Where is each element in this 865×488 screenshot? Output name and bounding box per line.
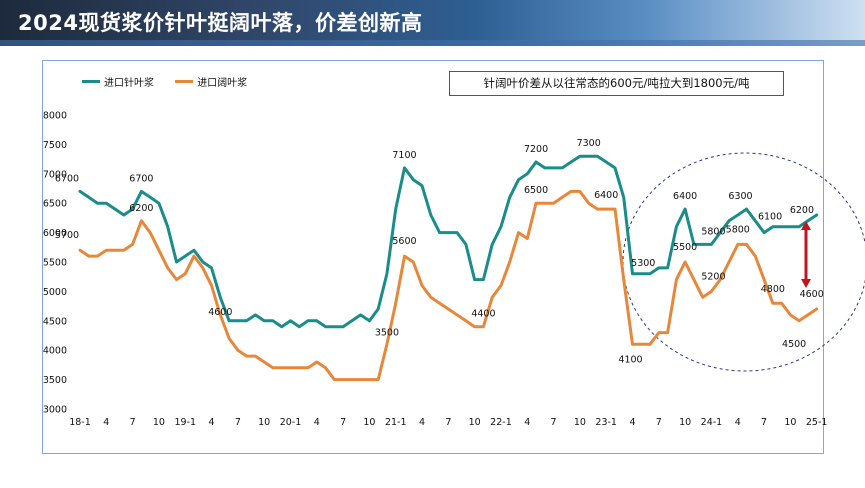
data-label-hardwood: 6500 xyxy=(524,185,548,196)
y-tick-label: 8000 xyxy=(43,111,67,122)
y-tick-label: 6500 xyxy=(43,199,67,210)
data-label-hardwood: 4600 xyxy=(800,289,824,300)
y-tick-label: 7500 xyxy=(43,140,67,151)
x-tick-label: 10 xyxy=(469,417,481,428)
x-tick-label: 7 xyxy=(235,417,241,428)
series-line-hardwood xyxy=(78,189,819,382)
x-tick-label: 10 xyxy=(363,417,375,428)
x-tick-label: 22-1 xyxy=(490,417,512,428)
data-label-hardwood: 5200 xyxy=(701,271,725,282)
y-tick-label: 6000 xyxy=(43,228,67,239)
data-label-softwood: 6400 xyxy=(673,191,697,202)
data-label-hardwood: 4800 xyxy=(761,284,785,295)
data-label-softwood: 5300 xyxy=(631,258,655,269)
data-label-hardwood: 6200 xyxy=(129,203,153,214)
x-tick-label: 24-1 xyxy=(701,417,723,428)
series-line-softwood xyxy=(78,154,819,329)
y-tick-label: 4000 xyxy=(43,346,67,357)
legend-swatch-softwood xyxy=(82,80,100,83)
data-label-hardwood: 4500 xyxy=(782,339,806,350)
y-tick-label: 5500 xyxy=(43,258,67,269)
y-tick-label: 5000 xyxy=(43,287,67,298)
spread-arrow-head-down xyxy=(801,279,811,288)
data-label-softwood: 7300 xyxy=(577,138,601,149)
x-tick-label: 7 xyxy=(340,417,346,428)
x-tick-label: 10 xyxy=(574,417,586,428)
spread-arrow-head-up xyxy=(801,221,811,230)
legend-swatch-hardwood xyxy=(175,80,194,83)
x-tick-label: 10 xyxy=(153,417,165,428)
x-tick-label: 7 xyxy=(445,417,451,428)
data-label-hardwood: 5700 xyxy=(55,230,79,241)
x-tick-label: 7 xyxy=(656,417,662,428)
x-tick-label: 18-1 xyxy=(69,417,91,428)
data-label-hardwood: 5500 xyxy=(673,242,697,253)
x-tick-label: 4 xyxy=(419,417,425,428)
data-label-softwood: 5800 xyxy=(701,226,725,237)
x-tick-label: 21-1 xyxy=(385,417,407,428)
legend-label-softwood: 进口针叶浆 xyxy=(104,78,154,89)
header-band xyxy=(0,40,865,46)
chart-frame xyxy=(42,60,824,454)
y-tick-label: 3500 xyxy=(43,375,67,386)
data-label-hardwood: 4100 xyxy=(618,354,642,365)
legend-item-softwood: 进口针叶浆 xyxy=(82,74,154,89)
data-label-hardwood: 4400 xyxy=(471,309,495,320)
data-label-hardwood: 3500 xyxy=(375,327,399,338)
x-tick-label: 19-1 xyxy=(174,417,196,428)
spread-annotation-box: 针阔叶价差从以往常态的600元/吨拉大到1800元/吨 xyxy=(449,71,784,96)
x-tick-label: 10 xyxy=(258,417,270,428)
data-label-hardwood: 5800 xyxy=(726,224,750,235)
data-label-hardwood: 4600 xyxy=(208,307,232,318)
x-tick-label: 10 xyxy=(784,417,796,428)
x-tick-label: 25-1 xyxy=(806,417,828,428)
x-tick-label: 4 xyxy=(735,417,741,428)
x-tick-label: 20-1 xyxy=(280,417,302,428)
x-tick-label: 4 xyxy=(629,417,635,428)
highlight-circle xyxy=(622,152,865,372)
x-tick-label: 23-1 xyxy=(595,417,617,428)
data-label-softwood: 6700 xyxy=(129,173,153,184)
y-tick-label: 7000 xyxy=(43,169,67,180)
x-tick-label: 4 xyxy=(314,417,320,428)
x-tick-label: 4 xyxy=(524,417,530,428)
page-title: 2024现货浆价针叶挺阔叶落，价差创新高 xyxy=(18,11,423,35)
x-tick-label: 7 xyxy=(761,417,767,428)
legend-label-hardwood: 进口阔叶浆 xyxy=(197,78,248,89)
x-tick-label: 7 xyxy=(130,417,136,428)
data-label-hardwood: 5600 xyxy=(392,236,416,247)
data-label-softwood: 6700 xyxy=(55,173,79,184)
legend-item-hardwood: 进口阔叶浆 xyxy=(175,74,247,89)
x-tick-label: 4 xyxy=(103,417,109,428)
x-tick-label: 7 xyxy=(551,417,557,428)
data-label-softwood: 7100 xyxy=(392,150,416,161)
data-label-softwood: 6200 xyxy=(790,205,814,216)
data-label-hardwood: 6400 xyxy=(594,190,618,201)
data-label-softwood: 6100 xyxy=(758,212,782,223)
y-tick-label: 4500 xyxy=(43,316,67,327)
y-tick-label: 3000 xyxy=(43,405,67,416)
x-tick-label: 4 xyxy=(209,417,215,428)
data-label-softwood: 7200 xyxy=(524,144,548,155)
x-tick-label: 10 xyxy=(679,417,691,428)
chart-legend: 进口针叶浆 进口阔叶浆 xyxy=(82,74,265,89)
data-label-softwood: 6300 xyxy=(728,191,752,202)
header-banner: 2024现货浆价针叶挺阔叶落，价差创新高 xyxy=(0,0,865,46)
